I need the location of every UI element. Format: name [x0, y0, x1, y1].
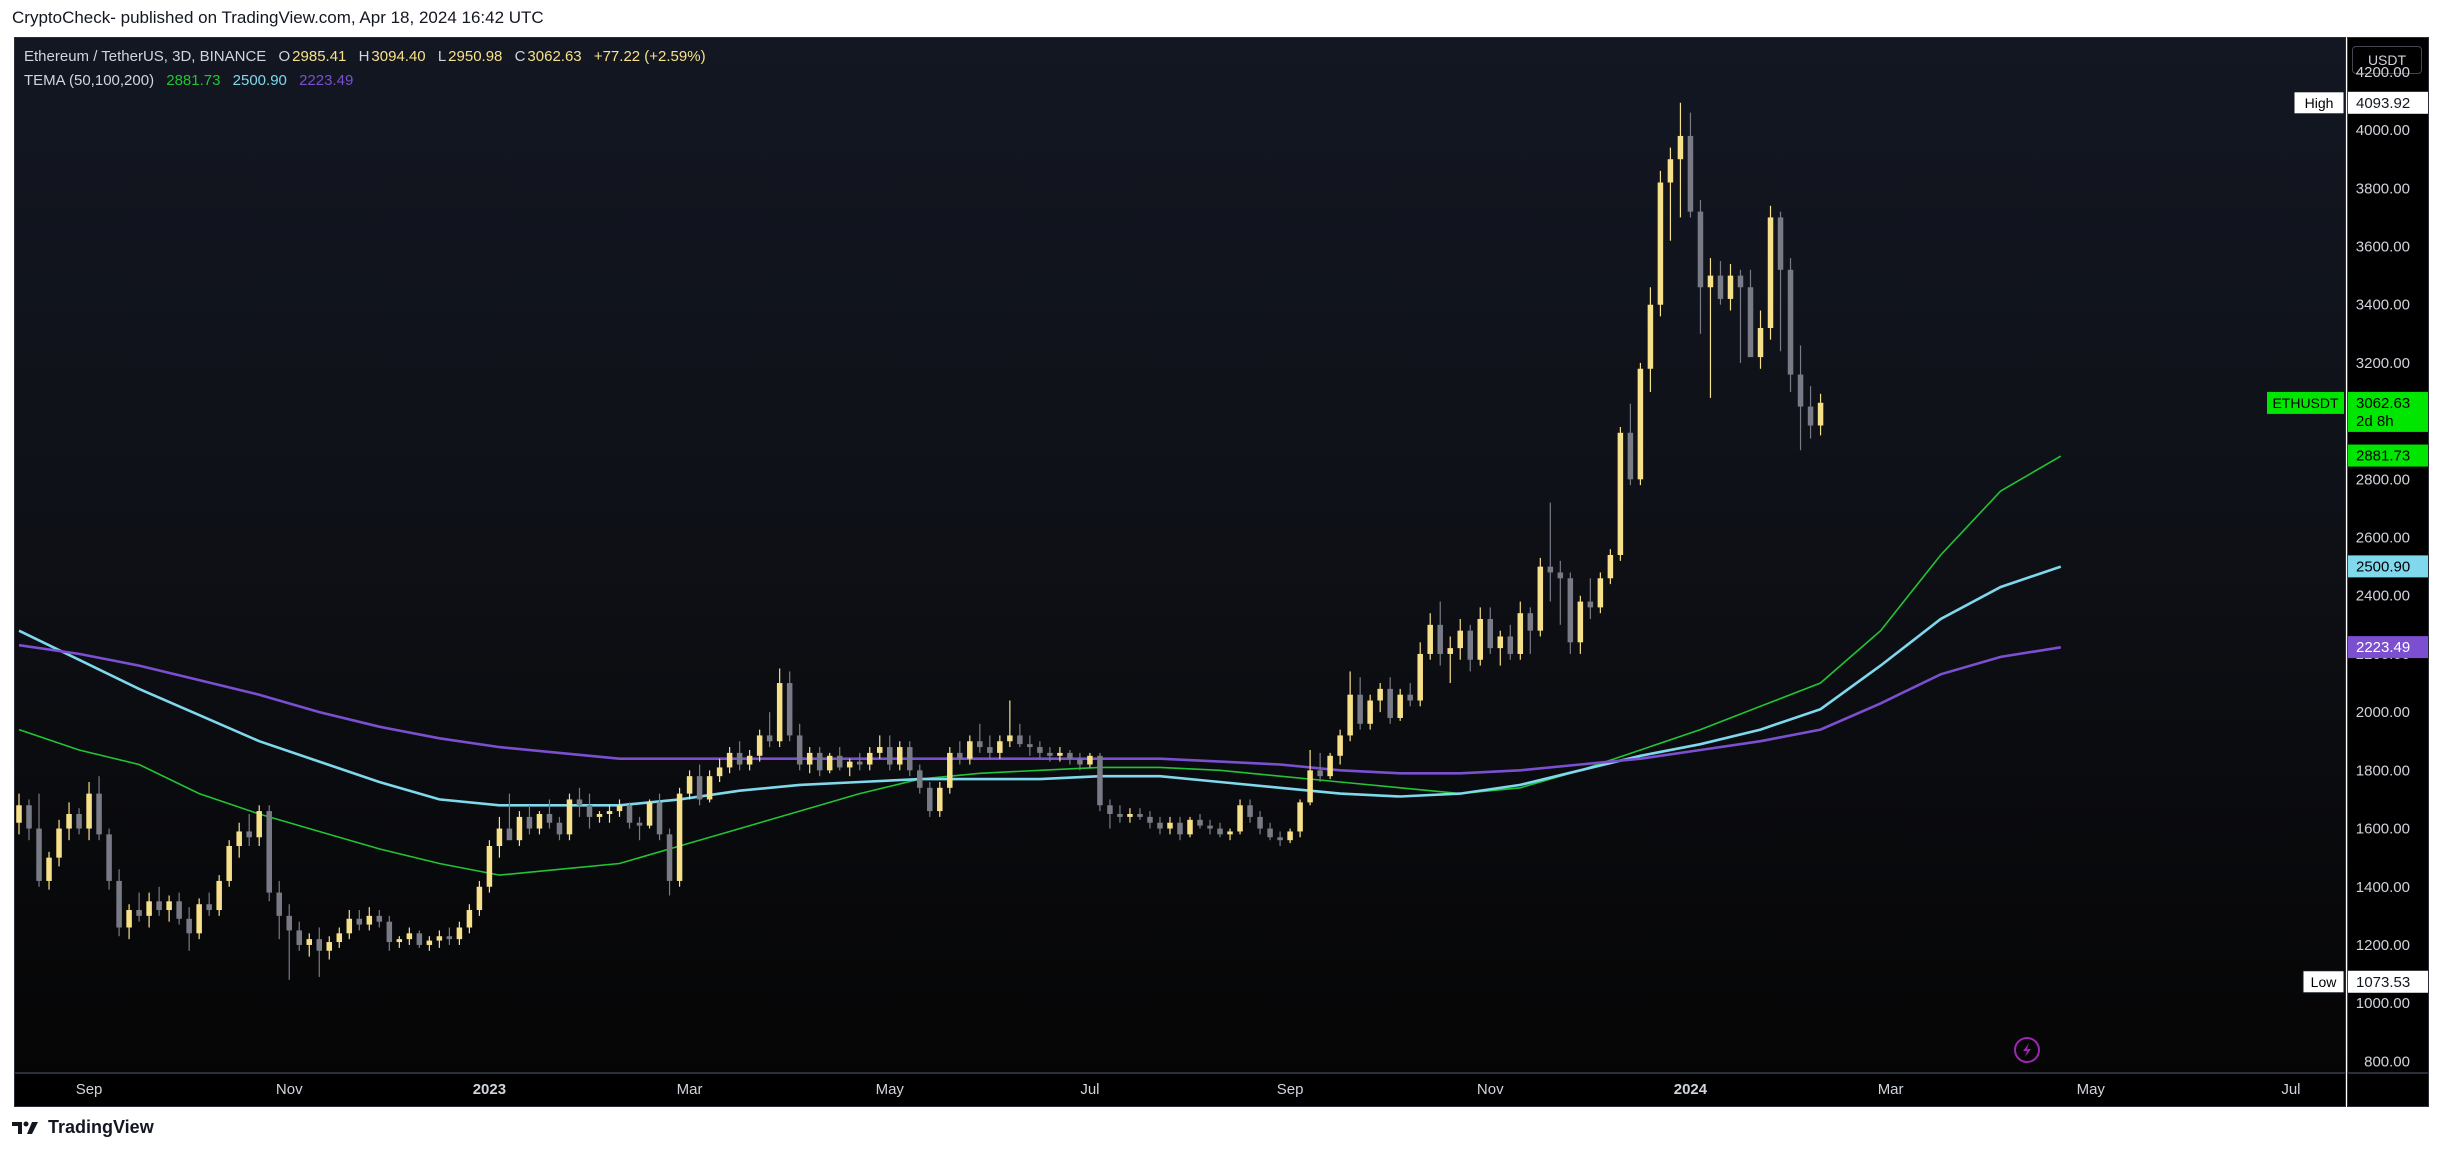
open-value: 2985.41 — [292, 48, 347, 65]
high-label: H — [358, 48, 370, 65]
price-axis[interactable] — [2347, 37, 2429, 1073]
time-axis[interactable] — [14, 1073, 2346, 1107]
open-label: O — [278, 48, 291, 65]
tradingview-footer[interactable]: TradingView — [12, 1117, 154, 1138]
indicator-legend: TEMA (50,100,200) 2881.73 2500.90 2223.4… — [24, 72, 355, 89]
tema200-value: 2223.49 — [299, 72, 354, 89]
change-value: +77.22 (+2.59%) — [593, 48, 706, 65]
tradingview-brand: TradingView — [48, 1117, 154, 1137]
tradingview-logo-icon — [12, 1121, 38, 1134]
chart-pane[interactable] — [14, 37, 2346, 1073]
indicator-title[interactable]: TEMA (50,100,200) — [24, 72, 155, 89]
close-label: C — [514, 48, 526, 65]
low-value: 2950.98 — [448, 48, 503, 65]
symbol-legend: Ethereum / TetherUS, 3D, BINANCE O 2985.4… — [24, 48, 708, 65]
currency-button[interactable]: USDT — [2352, 46, 2422, 74]
published-caption: CryptoCheck- published on TradingView.co… — [12, 8, 544, 27]
high-value: 3094.40 — [371, 48, 426, 65]
symbol-title[interactable]: Ethereum / TetherUS, 3D, BINANCE — [24, 48, 267, 65]
low-label: L — [437, 48, 447, 65]
tema100-value: 2500.90 — [232, 72, 287, 89]
tema50-value: 2881.73 — [166, 72, 221, 89]
close-value: 3062.63 — [527, 48, 582, 65]
axis-corner — [2347, 1073, 2429, 1107]
